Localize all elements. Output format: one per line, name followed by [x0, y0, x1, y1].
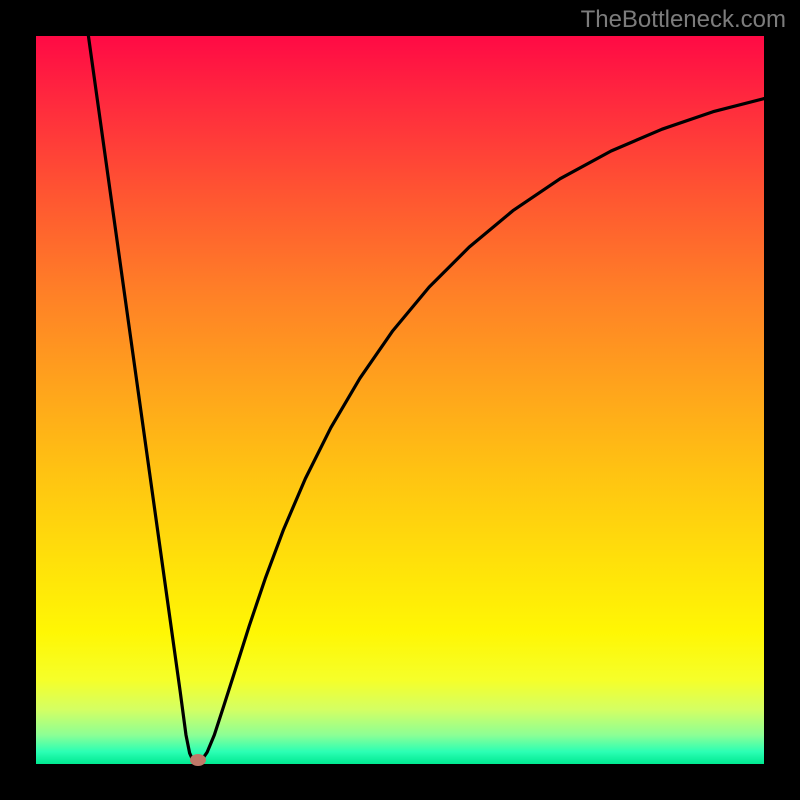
chart-root: { "canvas": { "width": 800, "height": 80… [0, 0, 800, 800]
plot-area [36, 36, 764, 764]
bottleneck-curve [36, 36, 764, 764]
watermark-text: TheBottleneck.com [581, 6, 786, 34]
curve-path [88, 36, 764, 763]
minimum-marker [190, 754, 206, 766]
